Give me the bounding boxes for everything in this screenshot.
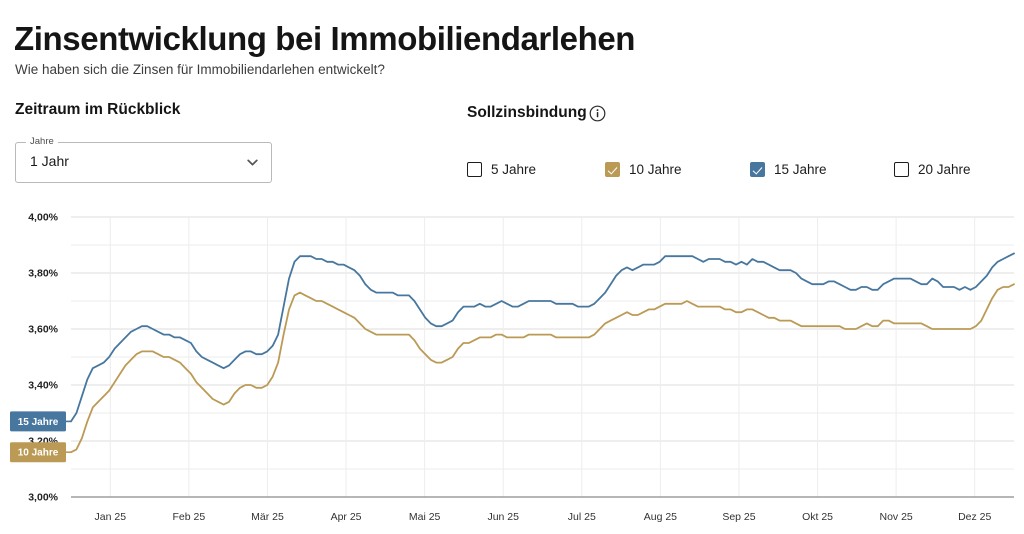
checkbox-box-5-jahre[interactable] bbox=[467, 162, 482, 177]
checkbox-label-5-jahre: 5 Jahre bbox=[491, 162, 537, 177]
checkbox-item-5-jahre[interactable]: 5 Jahre bbox=[467, 162, 536, 177]
x-axis-tick-label: Okt 25 bbox=[802, 511, 833, 523]
checkbox-item-20-jahre[interactable]: 20 Jahre bbox=[894, 162, 971, 177]
checkbox-box-10-jahre[interactable] bbox=[605, 162, 620, 177]
page-subtitle: Wie haben sich die Zinsen für Immobilien… bbox=[15, 61, 385, 77]
period-select[interactable]: Jahre 1 Jahr bbox=[15, 135, 272, 183]
x-axis-tick-label: Dez 25 bbox=[958, 511, 991, 523]
x-axis-tick-label: Mai 25 bbox=[409, 511, 441, 523]
checkbox-box-15-jahre[interactable] bbox=[750, 162, 765, 177]
period-section-label: Zeitraum im Rückblick bbox=[15, 101, 181, 118]
series-start-badge-10-jahre: 10 Jahre bbox=[10, 442, 71, 463]
checkbox-item-15-jahre[interactable]: 15 Jahre bbox=[750, 162, 827, 177]
info-icon[interactable] bbox=[589, 105, 606, 122]
chevron-down-icon[interactable] bbox=[247, 157, 258, 168]
checkbox-item-10-jahre[interactable]: 10 Jahre bbox=[605, 162, 682, 177]
period-field-label: Jahre bbox=[26, 135, 58, 148]
checkbox-label-10-jahre: 10 Jahre bbox=[629, 162, 682, 177]
interest-rate-line-chart: 4,00% 3,80% 3,60% 3,40% 3,20% 3,00% Jan 25 Feb … bbox=[0, 204, 1024, 534]
x-axis-tick-label: Nov 25 bbox=[879, 511, 912, 523]
x-axis-tick-label: Aug 25 bbox=[644, 511, 677, 523]
x-axis-tick-label: Jul 25 bbox=[568, 511, 596, 523]
svg-text:15 Jahre: 15 Jahre bbox=[18, 417, 59, 428]
checkbox-label-20-jahre: 20 Jahre bbox=[918, 162, 971, 177]
x-axis-tick-label: Mär 25 bbox=[251, 511, 284, 523]
x-axis-tick-label: Jun 25 bbox=[487, 511, 519, 523]
period-select-box[interactable] bbox=[15, 142, 272, 183]
checkbox-label-15-jahre: 15 Jahre bbox=[774, 162, 827, 177]
page-title: Zinsentwicklung bei Immobiliendarlehen bbox=[14, 20, 636, 58]
binding-section-label: Sollzinsbindung bbox=[467, 104, 587, 121]
y-axis-tick-label: 4,00% bbox=[28, 212, 58, 224]
x-axis-tick-label: Feb 25 bbox=[173, 511, 206, 523]
y-axis-tick-label: 3,60% bbox=[28, 324, 58, 336]
svg-text:10 Jahre: 10 Jahre bbox=[18, 448, 59, 459]
x-axis-tick-label: Jan 25 bbox=[95, 511, 127, 523]
checkbox-box-20-jahre[interactable] bbox=[894, 162, 909, 177]
x-axis-tick-label: Sep 25 bbox=[722, 511, 755, 523]
series-line-15-jahre bbox=[70, 252, 1015, 423]
y-axis-tick-label: 3,80% bbox=[28, 268, 58, 280]
period-selected-value: 1 Jahr bbox=[30, 153, 69, 169]
series-start-badge-15-jahre: 15 Jahre bbox=[10, 411, 71, 432]
series-line-10-jahre bbox=[70, 283, 1015, 454]
binding-checkbox-group: 5 Jahre 10 Jahre 15 Jahre 20 Jahre bbox=[0, 162, 1024, 184]
y-axis-tick-label: 3,00% bbox=[28, 492, 58, 504]
x-axis-tick-label: Apr 25 bbox=[331, 511, 362, 523]
y-axis-tick-label: 3,40% bbox=[28, 380, 58, 392]
chart-svg: 4,00%3,80%3,60%3,40%3,20%3,00%Jan 25 Feb … bbox=[10, 212, 1015, 523]
